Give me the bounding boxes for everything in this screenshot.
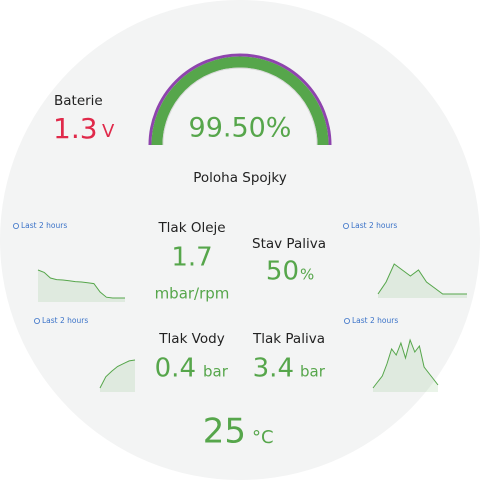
fuel-level-unit: % [300, 266, 314, 284]
fuel-pressure-label: Tlak Paliva [252, 331, 325, 347]
clock-icon [12, 222, 19, 229]
battery-value: 1.3 [53, 112, 98, 145]
sparkline-area [38, 270, 125, 302]
water-unit: bar [203, 363, 229, 381]
sparkline [372, 338, 439, 389]
sparkline-area [100, 360, 135, 392]
oil-value: 1.7 [171, 243, 212, 273]
clock-icon [34, 317, 41, 324]
battery-unit: V [102, 121, 115, 142]
sparkline-area [373, 340, 438, 392]
sparkline-label: Last 2 hours [42, 316, 88, 325]
sparkline-label: Last 2 hours [21, 221, 67, 230]
fuel-pressure-value: 3.4 [253, 354, 294, 384]
clock-icon [343, 317, 350, 324]
clock-icon [342, 222, 349, 229]
gauge-inner [162, 67, 318, 146]
sparkline-label: Last 2 hours [351, 221, 397, 230]
fuel-pressure-unit: bar [300, 363, 326, 381]
sparkline-label: Last 2 hours [352, 316, 398, 325]
gauge-threshold [148, 53, 332, 146]
sparkline [37, 269, 125, 299]
water-label: Tlak Vody [158, 331, 224, 347]
temperature-unit: °C [252, 427, 274, 448]
sparkline-area [378, 264, 467, 298]
oil-unit: mbar/rpm [155, 285, 230, 303]
sparkline [377, 263, 467, 295]
sparkline [99, 359, 136, 389]
gauge-value: 99.50% [189, 113, 292, 144]
temperature-value: 25 [203, 412, 246, 452]
gauge-label: Poloha Spojky [193, 170, 287, 186]
fuel-level-label: Stav Paliva [252, 236, 326, 252]
gauge-arc [151, 56, 329, 146]
fuel-level-value: 50 [266, 257, 299, 287]
battery-label: Baterie [54, 93, 103, 109]
water-value: 0.4 [155, 354, 196, 384]
oil-label: Tlak Oleje [157, 220, 225, 236]
